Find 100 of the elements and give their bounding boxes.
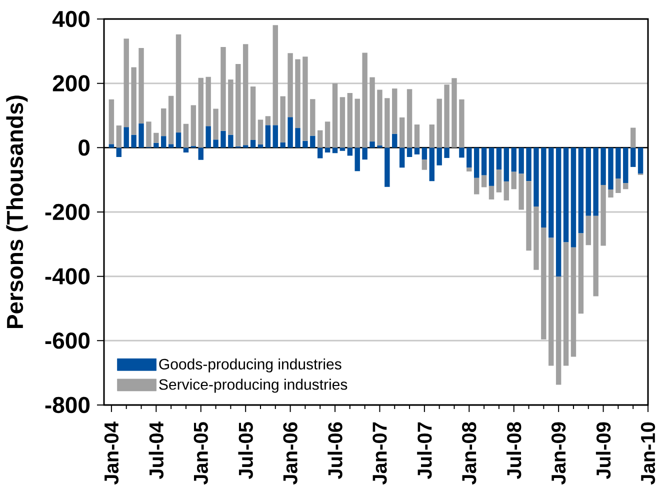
bar: [124, 38, 129, 128]
bar: [384, 148, 390, 187]
x-tick-label: Jul-05: [238, 422, 253, 480]
bar: [518, 148, 524, 174]
bar: [324, 148, 330, 152]
bar: [258, 120, 264, 144]
bar: [496, 148, 502, 170]
bar: [161, 136, 166, 148]
bar: [481, 175, 487, 188]
x-tick-label: Jul-09: [596, 422, 611, 480]
bar: [504, 148, 510, 182]
bar: [436, 148, 442, 166]
bar: [399, 117, 405, 148]
bar: [526, 181, 532, 251]
y-tick-label: 200: [52, 75, 90, 92]
bar: [488, 186, 494, 200]
bar: [548, 238, 554, 366]
legend-label: Goods-producing industries: [159, 358, 342, 372]
bar: [362, 148, 368, 160]
bar: [116, 148, 122, 157]
x-tick-label: Jan-09: [551, 422, 566, 485]
bar: [556, 148, 562, 277]
y-tick-label: 400: [52, 10, 90, 28]
legend-label: Service-producing industries: [159, 378, 348, 393]
bar: [258, 144, 264, 148]
bar: [414, 124, 420, 148]
bar: [228, 134, 234, 148]
bar: [593, 216, 598, 296]
bar: [429, 148, 434, 182]
bar: [354, 98, 360, 148]
y-axis-title: Persons (Thousands): [6, 96, 28, 328]
bar: [444, 148, 450, 158]
bar: [198, 78, 204, 148]
bar: [586, 148, 591, 216]
bar: [168, 96, 174, 144]
bar: [347, 92, 353, 148]
bar: [541, 227, 546, 340]
bar: [570, 148, 576, 248]
bar: [272, 125, 278, 148]
bar: [526, 148, 532, 182]
bar: [466, 148, 472, 168]
bar: [295, 59, 300, 128]
y-tick-label: -600: [45, 332, 90, 349]
bar: [250, 86, 256, 140]
bar: [422, 148, 428, 160]
bar: [280, 142, 286, 148]
bar: [138, 124, 144, 148]
bar: [213, 108, 218, 140]
bar: [444, 84, 450, 148]
bar: [228, 79, 234, 135]
bar: [176, 132, 182, 148]
bar: [332, 83, 338, 148]
bar: [370, 77, 375, 142]
x-tick-label: Jan-07: [372, 422, 387, 485]
bar: [481, 148, 487, 176]
bar: [340, 148, 346, 151]
bar: [347, 148, 353, 156]
bar: [108, 144, 114, 148]
bar: [623, 183, 628, 190]
bar: [556, 276, 562, 385]
bar: [168, 144, 174, 148]
bar: [384, 98, 390, 148]
bar: [116, 125, 122, 148]
bar: [474, 178, 480, 194]
bar: [362, 52, 368, 148]
bar: [623, 148, 628, 184]
bar: [340, 97, 346, 148]
bar: [206, 76, 211, 126]
bar: [466, 168, 472, 172]
bar: [370, 142, 375, 148]
x-tick-label: Jul-04: [148, 422, 164, 480]
bar: [541, 148, 546, 228]
bar: [459, 148, 464, 158]
bar: [534, 148, 539, 207]
bar: [288, 53, 293, 118]
bar: [511, 172, 516, 190]
y-tick-label: -800: [45, 396, 90, 414]
bar: [220, 46, 226, 131]
bar: [302, 56, 308, 141]
bar: [436, 98, 442, 148]
bar: [295, 128, 300, 148]
bar: [242, 44, 248, 146]
bar: [616, 148, 621, 179]
bar: [377, 145, 382, 148]
bar: [392, 134, 398, 148]
bar: [563, 242, 569, 366]
bar: [630, 128, 636, 148]
bar: [206, 126, 211, 148]
bar: [318, 130, 323, 148]
bar: [616, 178, 621, 194]
x-tick-label: Jan-05: [194, 422, 208, 485]
bar: [452, 78, 457, 148]
bar: [638, 148, 644, 174]
x-tick-label: Jul-07: [417, 422, 432, 480]
bar: [608, 189, 614, 198]
bar: [265, 116, 271, 126]
bar: [154, 142, 159, 148]
bar: [190, 105, 196, 146]
bar: [422, 160, 428, 170]
bar: [570, 247, 576, 357]
